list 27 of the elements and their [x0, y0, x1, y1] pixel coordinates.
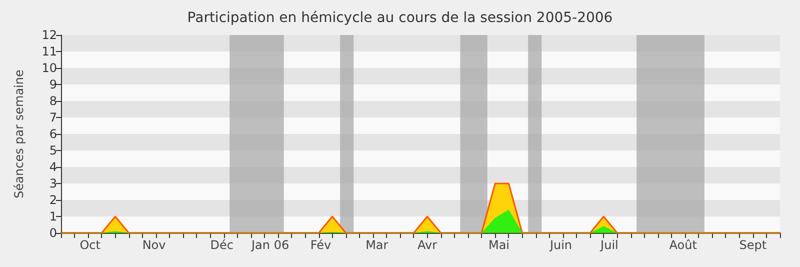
y-tick-label: 0 — [49, 226, 57, 240]
x-tick-label: Nov — [142, 238, 166, 252]
y-tick-label: 6 — [49, 127, 57, 141]
chart-title: Participation en hémicycle au cours de la session 2005-2006 — [187, 10, 613, 26]
x-tick-label: Août — [669, 238, 698, 252]
x-tick-label: Jan 06 — [250, 238, 290, 252]
x-tick-label: Mai — [488, 238, 510, 252]
y-tick-label: 1 — [49, 210, 57, 224]
x-tick-label: Avr — [418, 238, 438, 252]
x-tick-label: Juil — [600, 238, 618, 252]
x-tick-label: Déc — [210, 238, 234, 252]
y-tick-label: 3 — [49, 176, 57, 190]
y-tick-label: 12 — [42, 28, 57, 42]
y-tick-label: 2 — [49, 193, 57, 207]
y-tick-label: 11 — [42, 44, 57, 58]
y-tick-label: 7 — [49, 110, 57, 124]
y-tick-label: 8 — [49, 94, 57, 108]
x-tick-label: Mar — [366, 238, 388, 252]
x-tick-label: Oct — [80, 238, 101, 252]
x-tick-label: Juin — [548, 238, 572, 252]
y-tick-label: 4 — [49, 160, 57, 174]
y-tick-label: 9 — [49, 78, 57, 92]
y-axis-title: Séances par semaine — [12, 70, 26, 198]
y-tick-label: 10 — [42, 61, 57, 75]
x-tick-label: Fév — [310, 238, 332, 252]
x-tick-label: Sept — [739, 238, 767, 252]
y-tick-label: 5 — [49, 144, 57, 158]
